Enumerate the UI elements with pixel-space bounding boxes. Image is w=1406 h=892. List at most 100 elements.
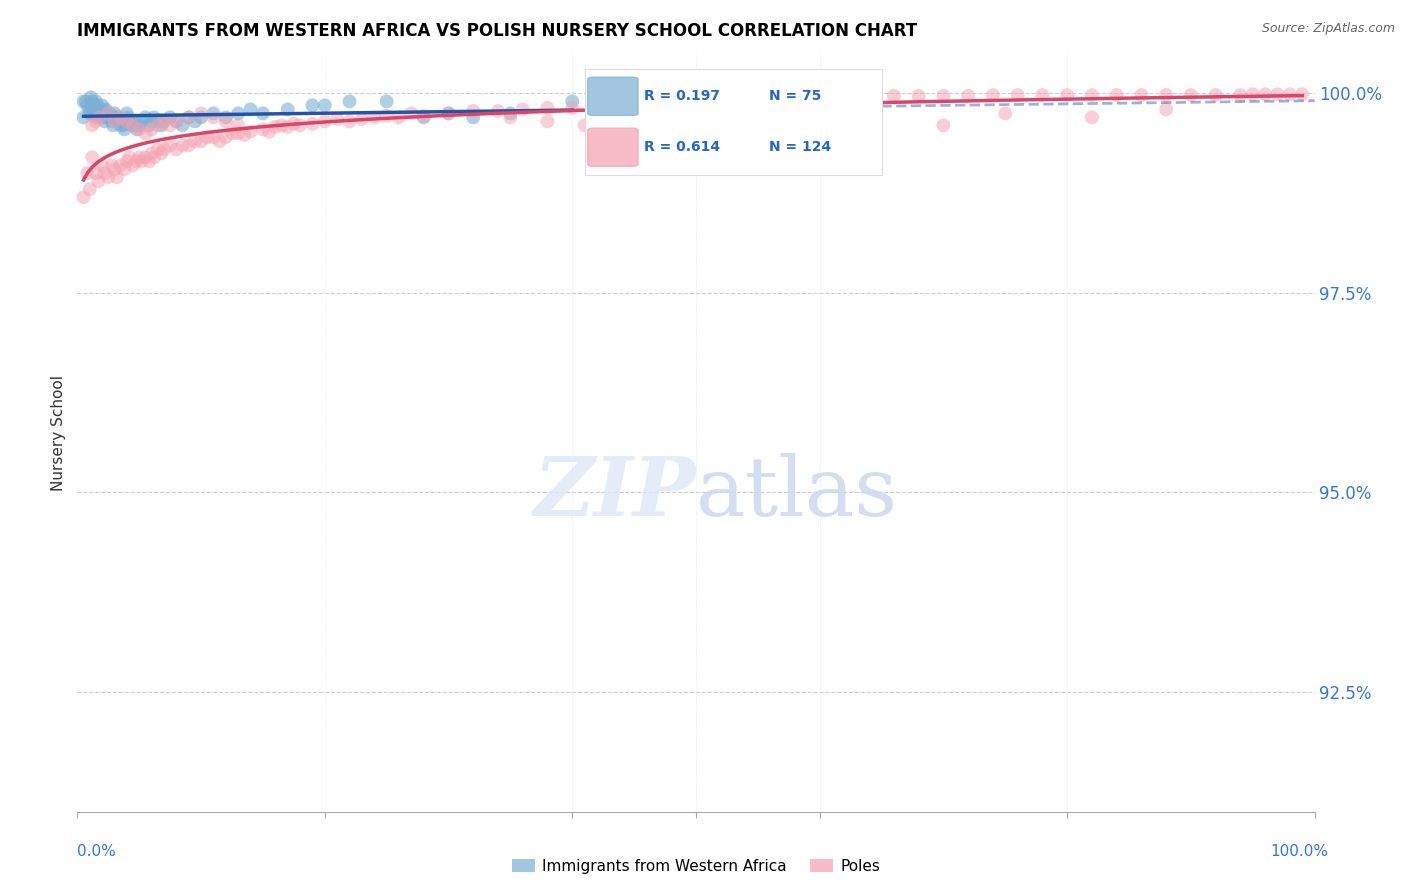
Point: [110, 111, 132, 125]
Point: [834, 90, 856, 104]
Point: [1229, 88, 1251, 103]
Point: [1180, 88, 1202, 103]
Point: [128, 119, 150, 133]
Point: [561, 101, 583, 115]
Point: [883, 88, 905, 103]
Point: [134, 150, 156, 164]
Point: [82, 95, 104, 109]
Point: [112, 162, 135, 177]
Point: [190, 134, 212, 148]
Point: [89, 111, 111, 125]
Point: [301, 98, 323, 112]
Point: [783, 92, 806, 106]
Point: [208, 134, 231, 148]
Point: [215, 111, 238, 125]
Text: Source: ZipAtlas.com: Source: ZipAtlas.com: [1261, 22, 1395, 36]
Point: [94, 103, 117, 117]
Point: [165, 114, 187, 128]
Point: [401, 106, 423, 120]
Point: [103, 162, 125, 177]
Point: [76, 166, 98, 180]
Point: [957, 88, 980, 103]
Point: [72, 95, 94, 109]
Point: [177, 111, 200, 125]
Point: [536, 114, 558, 128]
Point: [239, 103, 262, 117]
Point: [283, 117, 305, 131]
Point: [1105, 88, 1128, 103]
Point: [91, 103, 114, 117]
Point: [138, 119, 160, 133]
Point: [734, 95, 756, 109]
Point: [536, 101, 558, 115]
Point: [907, 88, 929, 103]
Point: [226, 106, 249, 120]
Point: [90, 111, 112, 125]
Point: [463, 111, 485, 125]
Point: [72, 111, 94, 125]
Point: [124, 119, 146, 133]
Point: [636, 95, 658, 110]
Point: [72, 190, 94, 204]
Point: [350, 112, 373, 126]
Y-axis label: Nursery School: Nursery School: [51, 375, 66, 491]
Point: [586, 98, 609, 112]
Point: [134, 111, 156, 125]
Point: [1081, 111, 1104, 125]
Point: [108, 114, 131, 128]
Point: [93, 114, 115, 128]
Point: [93, 166, 115, 180]
Text: ZIP: ZIP: [533, 453, 696, 533]
Point: [858, 90, 880, 104]
Point: [184, 134, 207, 148]
Point: [1154, 103, 1177, 117]
Point: [437, 106, 460, 120]
Point: [112, 119, 135, 133]
Point: [131, 114, 153, 128]
Point: [93, 111, 115, 125]
Point: [75, 95, 97, 109]
Point: [128, 150, 150, 164]
Point: [141, 122, 163, 136]
Point: [314, 98, 336, 112]
Point: [101, 158, 124, 172]
Point: [82, 103, 104, 117]
Point: [165, 114, 187, 128]
Text: 0.0%: 0.0%: [77, 845, 117, 859]
Point: [437, 106, 460, 120]
Point: [105, 170, 128, 185]
Point: [104, 111, 127, 125]
Point: [80, 90, 103, 104]
Point: [122, 119, 145, 133]
Point: [84, 114, 107, 128]
Point: [301, 117, 323, 131]
Point: [1205, 88, 1227, 103]
Point: [87, 103, 110, 117]
Point: [277, 103, 299, 117]
Point: [97, 170, 120, 185]
Point: [91, 158, 114, 172]
Text: 100.0%: 100.0%: [1271, 845, 1329, 859]
Point: [932, 88, 955, 103]
Point: [363, 111, 385, 125]
Point: [239, 125, 262, 139]
Point: [82, 150, 104, 164]
Point: [1154, 88, 1177, 103]
Point: [79, 103, 101, 117]
Point: [463, 103, 485, 118]
Point: [994, 106, 1017, 120]
Point: [215, 130, 238, 145]
Point: [1007, 88, 1029, 103]
Point: [115, 154, 138, 169]
Point: [808, 92, 831, 106]
Point: [172, 119, 194, 133]
Point: [100, 111, 122, 125]
Point: [375, 95, 398, 109]
Point: [277, 120, 299, 134]
Point: [1291, 87, 1313, 102]
Point: [91, 106, 114, 120]
Point: [86, 98, 108, 112]
Point: [339, 114, 361, 128]
Point: [172, 138, 194, 153]
Point: [499, 111, 522, 125]
